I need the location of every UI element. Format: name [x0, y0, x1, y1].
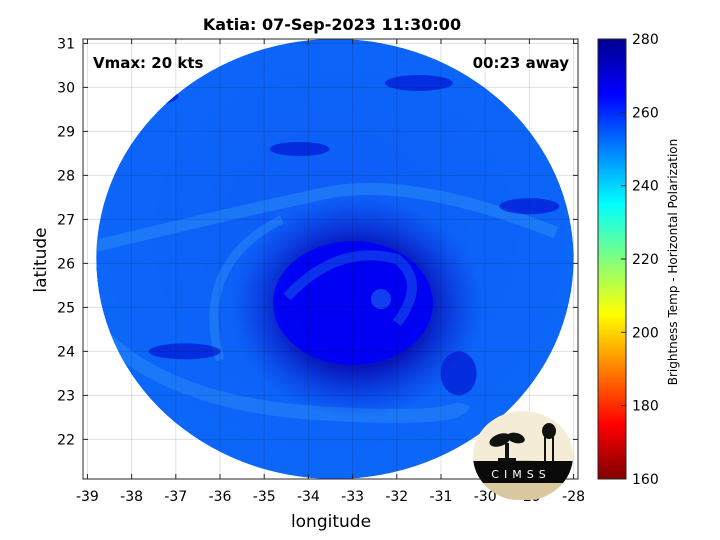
colorbar-tick-label: 240 [632, 179, 659, 195]
x-tick-label: -30 [474, 489, 497, 505]
x-tick-label: -33 [341, 489, 364, 505]
colorbar-tick-label: 200 [632, 325, 659, 341]
y-tick-label: 24 [57, 344, 75, 360]
y-tick-label: 26 [57, 256, 75, 272]
colorbar-tick-label: 220 [632, 252, 659, 268]
x-tick-label: -37 [164, 489, 187, 505]
cimss-logo: CIMSS [473, 411, 573, 500]
x-tick-label: -38 [120, 489, 143, 505]
rain-band-3 [148, 343, 221, 360]
y-tick-label: 22 [57, 432, 75, 448]
colorbar-label: Brightness Temp - Horizontal Polarizatio… [666, 139, 680, 386]
colorbar: 160 180 200 220 240 260 280 [597, 32, 659, 488]
y-tick-label: 25 [57, 300, 75, 316]
colorbar-tick-label: 280 [632, 32, 659, 48]
spiral-band-west [209, 215, 284, 362]
spiral-band-north [96, 182, 559, 252]
x-axis: -39-38-37-36-35-34-33-32-31-30-29-28 [76, 39, 585, 505]
grid-lines [83, 39, 578, 479]
x-tick-label: -31 [430, 489, 453, 505]
plot-area [82, 38, 579, 480]
plot-frame [82, 38, 579, 480]
swath-group [96, 39, 574, 479]
y-tick-label: 28 [57, 168, 75, 184]
y-tick-label: 31 [57, 36, 75, 52]
x-tick-label: -39 [76, 489, 99, 505]
colorbar-tick-label: 160 [632, 472, 659, 488]
spiral-band-south [100, 333, 470, 423]
logo-text: CIMSS [491, 468, 550, 481]
x-tick-label: -28 [562, 489, 585, 505]
time-away-annotation: 00:23 away [473, 54, 570, 72]
rain-band-1 [384, 75, 453, 91]
x-tick-label: -35 [253, 489, 276, 505]
colorbar-tick-label: 180 [632, 399, 659, 415]
swath-inner [96, 39, 574, 479]
y-axis: 22 23 24 25 26 27 28 29 30 31 [57, 36, 578, 448]
core-spiral-arm [283, 250, 417, 326]
water-tower-icon [542, 423, 556, 461]
y-tick-label: 30 [57, 80, 75, 96]
x-axis-label: longitude [291, 512, 371, 532]
vmax-annotation: Vmax: 20 kts [93, 54, 203, 72]
chart-title: Katia: 07-Sep-2023 11:30:00 [203, 15, 461, 34]
y-axis-label: latitude [31, 227, 51, 292]
x-tick-label: -32 [385, 489, 408, 505]
y-tick-label: 27 [57, 212, 75, 228]
y-tick-label: 23 [57, 388, 75, 404]
rain-band-5 [269, 142, 330, 156]
y-tick-label: 29 [57, 124, 75, 140]
colorbar-tick-label: 260 [632, 105, 659, 121]
x-tick-label: -34 [297, 489, 320, 505]
rain-band-2 [499, 198, 560, 215]
storm-eye [371, 289, 392, 309]
x-tick-label: -36 [209, 489, 232, 505]
